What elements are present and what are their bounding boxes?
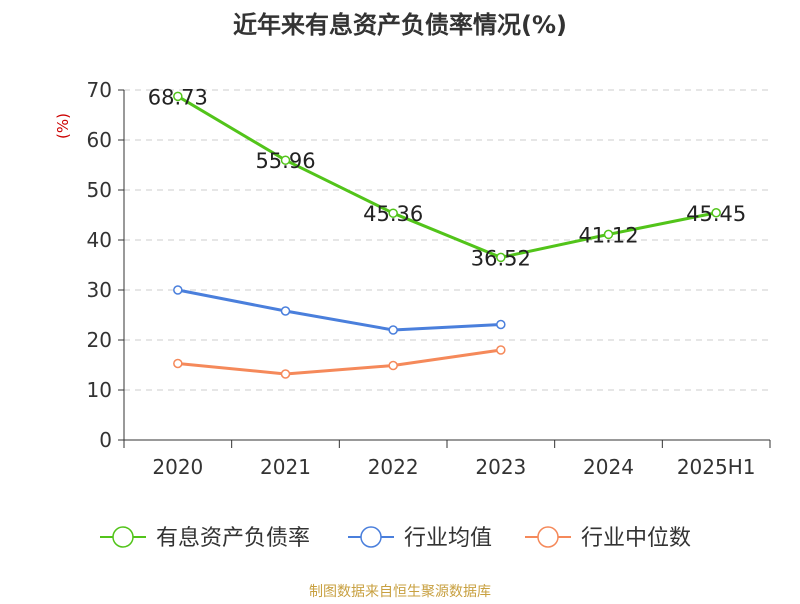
data-point <box>173 91 183 102</box>
data-point <box>496 319 506 330</box>
data-label: 36.52 <box>471 246 531 270</box>
legend-label: 行业中位数 <box>581 526 691 551</box>
legend-item[interactable]: 行业均值 <box>348 526 492 551</box>
series-line-2 <box>177 348 502 376</box>
data-label: 55.96 <box>255 149 315 173</box>
legend-label: 行业均值 <box>404 526 492 551</box>
legend-marker <box>112 526 134 548</box>
data-point <box>173 358 183 369</box>
y-tick-label: 40 <box>87 228 112 252</box>
data-point <box>388 325 398 335</box>
legend-label: 有息资产负债率 <box>156 526 310 551</box>
y-tick-label: 70 <box>87 78 112 102</box>
x-tick-label: 2021 <box>260 455 311 479</box>
y-tick-label: 10 <box>87 378 112 402</box>
y-tick-label: 50 <box>87 178 112 202</box>
x-tick-label: 2024 <box>583 455 634 479</box>
data-label: 45.45 <box>686 202 746 226</box>
legend-item[interactable]: 行业中位数 <box>525 526 691 551</box>
data-point <box>280 369 291 379</box>
data-point <box>496 345 506 355</box>
legend: 有息资产负债率 行业均值 行业中位数 <box>100 526 691 551</box>
series-line-0 <box>177 95 717 259</box>
data-point <box>388 360 398 371</box>
legend-marker <box>537 526 559 548</box>
series-lines <box>177 95 717 376</box>
x-tick-label: 2020 <box>152 455 203 479</box>
axes: 0 10 20 30 40 50 60 70 2020 2021 2022 2023 2024 2025H… <box>87 78 771 479</box>
y-tick-label: 0 <box>99 428 112 452</box>
series-line-1 <box>177 288 501 332</box>
x-tick-label: 2025H1 <box>677 455 756 479</box>
data-point <box>280 306 291 316</box>
x-tick-label: 2022 <box>368 455 419 479</box>
data-point <box>603 229 614 240</box>
data-labels: 68.73 55.96 45.36 36.52 41.12 45.45 <box>148 85 746 270</box>
source-footnote: 制图数据来自恒生聚源数据库 <box>309 584 491 600</box>
data-point <box>711 208 721 218</box>
grid-lines <box>124 89 770 391</box>
y-tick-label: 60 <box>87 128 112 152</box>
data-point <box>496 252 506 263</box>
y-tick-label: 30 <box>87 278 112 302</box>
y-axis-label: (%) <box>54 113 72 139</box>
x-tick-label: 2023 <box>475 455 526 479</box>
data-points <box>173 91 721 379</box>
legend-item[interactable]: 有息资产负债率 <box>100 526 310 551</box>
y-tick-label: 20 <box>87 328 112 352</box>
legend-marker <box>360 526 382 548</box>
data-label: 45.36 <box>363 202 423 226</box>
data-point <box>173 285 183 295</box>
data-point <box>388 208 398 218</box>
data-point <box>280 155 291 165</box>
data-label: 68.73 <box>148 85 208 109</box>
data-label: 41.12 <box>578 223 638 247</box>
chart-title: 近年来有息资产负债率情况(%) <box>233 11 567 39</box>
